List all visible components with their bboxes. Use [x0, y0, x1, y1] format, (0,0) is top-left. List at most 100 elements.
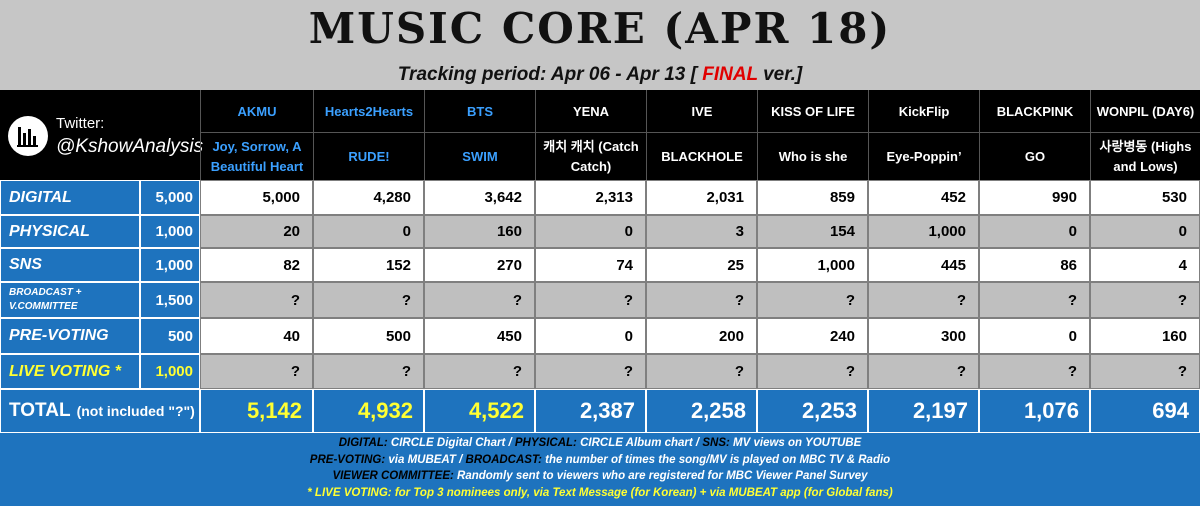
artist-name: IVE [646, 90, 757, 132]
artist-name: Hearts2Hearts [313, 90, 424, 132]
score-cell: ? [868, 282, 979, 318]
footer-text: the number of times the song/MV is playe… [545, 453, 891, 466]
footer-text: Randomly sent to viewers who are registe… [457, 470, 868, 482]
artist-name: BLACKPINK [979, 90, 1090, 132]
score-cell: 4,280 [313, 180, 424, 215]
total-note: (not included "?") [76, 403, 195, 419]
row-label: BROADCAST + V.COMMITTEE [0, 282, 140, 318]
total-value: 2,258 [646, 389, 757, 433]
score-cell: 2,031 [646, 180, 757, 215]
artist-name: KickFlip [868, 90, 979, 132]
score-cell: 450 [424, 318, 535, 354]
song-title: Eye-Poppin’ [868, 132, 979, 180]
score-cell: ? [1090, 282, 1200, 318]
logo [8, 116, 48, 156]
score-cell: 86 [979, 248, 1090, 282]
song-title: SWIM [424, 132, 535, 180]
footer-key: * LIVE VOTING: [307, 486, 392, 499]
footer-key: VIEWER COMMITTEE: [332, 470, 454, 482]
score-cell: ? [646, 354, 757, 389]
score-cell: ? [757, 354, 868, 389]
row-label: PRE-VOTING [0, 318, 140, 354]
score-cell: 990 [979, 180, 1090, 215]
score-cell: ? [1090, 354, 1200, 389]
score-cell: 4 [1090, 248, 1200, 282]
score-cell: ? [757, 282, 868, 318]
row-weight: 1,000 [140, 248, 200, 282]
row-label: PHYSICAL [0, 215, 140, 248]
twitter-handle: @KshowAnalysis [56, 136, 204, 157]
footer-key: DIGITAL: [338, 437, 388, 449]
score-cell: ? [424, 354, 535, 389]
total-value: 694 [1090, 389, 1200, 433]
score-cell: 154 [757, 215, 868, 248]
score-cell: ? [200, 354, 313, 389]
artist-name: YENA [535, 90, 646, 132]
song-title: 사랑병동 (Highs and Lows) [1090, 132, 1200, 180]
song-title: Joy, Sorrow, A Beautiful Heart [200, 132, 313, 180]
score-cell: ? [313, 354, 424, 389]
score-cell: 3 [646, 215, 757, 248]
total-value: 1,076 [979, 389, 1090, 433]
footer-line: DIGITAL: CIRCLE Digital Chart / PHYSICAL… [0, 437, 1200, 449]
song-title: 캐치 캐치 (Catch Catch) [535, 132, 646, 180]
footer: DIGITAL: CIRCLE Digital Chart / PHYSICAL… [0, 433, 1200, 506]
subtitle: Tracking period: Apr 06 - Apr 13 [ FINAL… [0, 64, 1200, 86]
score-cell: 20 [200, 215, 313, 248]
score-cell: ? [979, 354, 1090, 389]
score-cell: ? [535, 354, 646, 389]
score-cell: 0 [313, 215, 424, 248]
subtitle-text: Tracking period: Apr 06 - Apr 13 [397, 64, 686, 85]
score-cell: ? [868, 354, 979, 389]
row-label: DIGITAL [0, 180, 140, 215]
row-weight: 1,500 [140, 282, 200, 318]
artist-name: WONPIL (DAY6) [1090, 90, 1200, 132]
score-cell: 200 [646, 318, 757, 354]
score-cell: ? [313, 282, 424, 318]
footer-line: VIEWER COMMITTEE: Randomly sent to viewe… [0, 470, 1200, 482]
footer-key: PRE-VOTING: [309, 453, 386, 466]
score-cell: 74 [535, 248, 646, 282]
score-cell: 240 [757, 318, 868, 354]
score-cell: 300 [868, 318, 979, 354]
total-label-cell: TOTAL (not included "?") [0, 389, 200, 433]
song-title: Who is she [757, 132, 868, 180]
total-value: 2,197 [868, 389, 979, 433]
footer-key: PHYSICAL: [514, 437, 577, 449]
footer-text: for Top 3 nominees only, [394, 486, 531, 499]
score-cell: ? [535, 282, 646, 318]
score-cell: 445 [868, 248, 979, 282]
score-cell: 1,000 [868, 215, 979, 248]
row-weight: 500 [140, 318, 200, 354]
artist-name: BTS [424, 90, 535, 132]
title-band [0, 0, 1200, 90]
score-cell: 270 [424, 248, 535, 282]
score-cell: ? [646, 282, 757, 318]
footer-text: via MUBEAT / [388, 453, 463, 466]
final-tag: FINAL [702, 64, 758, 85]
score-cell: 160 [1090, 318, 1200, 354]
footer-text: CIRCLE Digital Chart / [390, 437, 512, 449]
row-label: SNS [0, 248, 140, 282]
score-cell: 82 [200, 248, 313, 282]
score-cell: ? [979, 282, 1090, 318]
total-value: 4,522 [424, 389, 535, 433]
score-cell: 3,642 [424, 180, 535, 215]
score-cell: 500 [313, 318, 424, 354]
total-value: 4,932 [313, 389, 424, 433]
bracket: [ [690, 64, 697, 85]
score-cell: 152 [313, 248, 424, 282]
artist-name: KISS OF LIFE [757, 90, 868, 132]
total-value: 5,142 [200, 389, 313, 433]
footer-text: CIRCLE Album chart / [580, 437, 700, 449]
song-title: BLACKHOLE [646, 132, 757, 180]
score-cell: 859 [757, 180, 868, 215]
total-label: TOTAL [9, 400, 71, 421]
row-weight: 1,000 [140, 354, 200, 389]
row-weight: 5,000 [140, 180, 200, 215]
song-title: RUDE! [313, 132, 424, 180]
score-cell: 452 [868, 180, 979, 215]
footer-line: * LIVE VOTING: for Top 3 nominees only, … [0, 487, 1200, 499]
row-label: LIVE VOTING * [0, 354, 140, 389]
artist-name: AKMU [200, 90, 313, 132]
